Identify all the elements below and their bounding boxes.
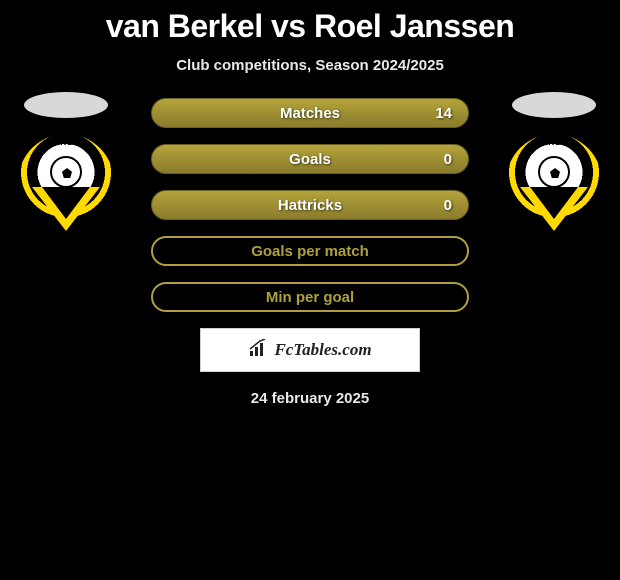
right-player-badge: V.V.VENL <box>506 134 602 230</box>
stat-bar-goals: Goals 0 <box>151 144 469 174</box>
stat-label: Matches <box>280 105 340 122</box>
stat-label: Hattricks <box>278 197 342 214</box>
club-logo-text: V.V.VENL <box>51 140 82 147</box>
right-head-ellipse <box>512 92 596 118</box>
stat-bar-hattricks: Hattricks 0 <box>151 190 469 220</box>
right-club-logo: V.V.VENL <box>506 134 602 230</box>
soccer-ball-icon <box>538 156 570 188</box>
club-logo-v-inner-icon <box>42 187 90 219</box>
stat-label: Goals <box>289 151 331 168</box>
stat-value: 0 <box>444 197 452 214</box>
left-head-ellipse <box>24 92 108 118</box>
content-wrap: V.V.VENL V.V.VENL Matches 14 Goals 0 Hat… <box>0 98 620 407</box>
left-club-logo: V.V.VENL <box>18 134 114 230</box>
stats-bars: Matches 14 Goals 0 Hattricks 0 Goals per… <box>151 98 469 312</box>
stat-value: 14 <box>435 105 452 122</box>
soccer-ball-icon <box>50 156 82 188</box>
stat-label: Goals per match <box>251 243 369 260</box>
stat-bar-matches: Matches 14 <box>151 98 469 128</box>
stat-label: Min per goal <box>266 289 354 306</box>
stat-bar-min-per-goal: Min per goal <box>151 282 469 312</box>
page-title: van Berkel vs Roel Janssen <box>0 0 620 45</box>
club-logo-v-inner-icon <box>530 187 578 219</box>
club-logo-text: V.V.VENL <box>539 140 570 147</box>
bar-chart-icon <box>248 339 270 362</box>
branding-box: FcTables.com <box>200 328 420 372</box>
stat-bar-goals-per-match: Goals per match <box>151 236 469 266</box>
left-player-badge: V.V.VENL <box>18 134 114 230</box>
stat-value: 0 <box>444 151 452 168</box>
subtitle: Club competitions, Season 2024/2025 <box>0 57 620 74</box>
date-text: 24 february 2025 <box>0 390 620 407</box>
brand-text: FcTables.com <box>274 340 371 360</box>
